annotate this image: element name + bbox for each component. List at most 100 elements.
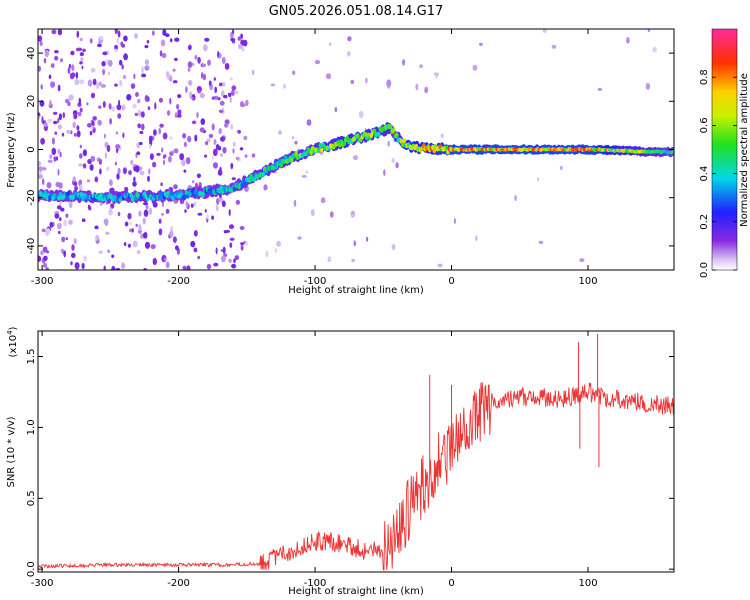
spectrogram-noise-blob xyxy=(347,36,352,42)
spectrogram-noise-blob xyxy=(142,232,148,239)
spectrogram-noise-blob xyxy=(51,29,57,35)
spectrogram-noise-blob xyxy=(145,205,149,210)
spectrogram-noise-blob xyxy=(117,211,121,217)
spectrogram-noise-blob xyxy=(100,202,103,206)
spectrogram-noise-blob xyxy=(61,236,66,243)
spectrogram-noise-blob xyxy=(92,116,97,121)
spectrogram-noise-blob xyxy=(243,135,248,141)
spectrogram-noise-blob xyxy=(81,262,85,270)
spectrogram-ridge-cell xyxy=(372,128,377,134)
spectrogram-noise-blob xyxy=(90,92,96,99)
spectrogram-noise-blob xyxy=(70,261,73,266)
spectrogram-noise-blob xyxy=(79,61,83,65)
spectrogram-noise-blob xyxy=(435,72,438,79)
spectrogram-noise-blob xyxy=(223,230,228,234)
spectrogram-noise-blob xyxy=(38,166,43,172)
spectrogram-noise-blob xyxy=(148,207,153,215)
spectrogram-noise-blob xyxy=(42,178,45,186)
spectrogram-x-tick-label: -100 xyxy=(304,276,327,287)
spectrogram-noise-blob xyxy=(187,135,192,143)
spectrogram-noise-blob xyxy=(169,136,173,140)
spectrogram-noise-blob xyxy=(350,79,355,84)
spectrogram-noise-blob xyxy=(219,100,225,106)
snr-x-tick-label: -100 xyxy=(304,578,327,589)
spectrogram-noise-blob xyxy=(206,263,212,270)
spectrogram-noise-blob xyxy=(135,223,138,227)
spectrogram-noise-blob xyxy=(320,197,326,204)
spectrogram-noise-blob xyxy=(626,37,630,44)
spectrogram-noise-blob xyxy=(59,151,62,158)
spectrogram-noise-blob xyxy=(139,170,145,176)
spectrogram-noise-blob xyxy=(60,58,63,63)
spectrogram-noise-blob xyxy=(222,147,227,154)
spectrogram-noise-blob xyxy=(151,30,155,36)
spectrogram-noise-blob xyxy=(652,46,657,53)
spectrogram-ridge-cell xyxy=(402,138,407,144)
spectrogram-noise-blob xyxy=(52,222,55,227)
spectrogram-noise-blob xyxy=(475,235,478,242)
spectrogram-noise-blob xyxy=(94,176,99,183)
spectrogram-noise-blob xyxy=(193,247,198,253)
spectrogram-noise-blob xyxy=(108,59,113,67)
spectrogram-noise-blob xyxy=(124,186,129,192)
spectrogram-noise-blob xyxy=(538,240,544,245)
spectrogram-noise-blob xyxy=(276,240,281,247)
spectrogram-noise-blob xyxy=(214,95,219,100)
spectrogram-noise-blob xyxy=(162,29,167,36)
spectrogram-noise-blob xyxy=(89,131,93,136)
spectrogram-noise-blob xyxy=(39,41,43,46)
spectrogram-noise-blob xyxy=(329,42,332,46)
spectrogram-noise-blob xyxy=(46,227,51,235)
spectrogram-ridge-cell xyxy=(444,145,449,151)
spectrogram-noise-blob xyxy=(187,79,193,86)
spectrogram-noise-blob xyxy=(229,242,233,248)
spectrogram-noise-blob xyxy=(297,236,302,240)
colorbar-tick-label: 0.6 xyxy=(699,117,710,133)
snr-y-tick-label: 1.5 xyxy=(26,349,37,365)
spectrogram-noise-blob xyxy=(87,158,92,165)
spectrogram-noise-blob xyxy=(40,84,43,90)
spectrogram-noise-blob xyxy=(222,82,226,87)
spectrogram-noise-blob xyxy=(352,155,359,161)
spectrogram-noise-blob xyxy=(314,59,321,65)
spectrogram-noise-blob xyxy=(104,152,107,160)
spectrogram-noise-blob xyxy=(152,161,157,168)
spectrogram-noise-blob xyxy=(542,29,547,33)
spectrogram-noise-blob xyxy=(165,208,170,214)
spectrogram-noise-blob xyxy=(109,179,113,187)
spectrogram-noise-blob xyxy=(161,147,164,153)
spectrogram-noise-blob xyxy=(105,59,109,65)
spectrogram-noise-blob xyxy=(107,71,110,76)
spectrogram-x-tick-label: -300 xyxy=(31,276,54,287)
spectrogram-noise-blob xyxy=(176,103,180,110)
spectrogram-noise-blob xyxy=(170,226,174,232)
spectrogram-noise-blob xyxy=(83,255,87,262)
spectrogram-noise-blob xyxy=(57,84,61,92)
spectrogram-noise-blob xyxy=(45,267,49,270)
spectrogram-noise-blob xyxy=(325,73,332,80)
spectrogram-noise-blob xyxy=(135,92,139,97)
spectrogram-noise-blob xyxy=(241,46,245,52)
spectrogram-noise-blob xyxy=(98,81,102,86)
spectrogram-ridge-cell xyxy=(66,191,70,197)
spectrogram-noise-blob xyxy=(190,240,196,248)
spectrogram-noise-blob xyxy=(117,40,120,44)
spectrogram-noise-blob xyxy=(38,161,42,166)
spectrogram-noise-blob xyxy=(47,159,53,163)
spectrogram-noise-blob xyxy=(232,142,236,147)
spectrogram-noise-blob xyxy=(173,148,179,154)
spectrogram-noise-blob xyxy=(122,74,127,80)
snr-scale-suffix: ) xyxy=(8,326,19,330)
spectrogram-noise-blob xyxy=(221,200,226,208)
figure-title: GN05.2026.051.08.14.G17 xyxy=(269,4,444,19)
spectrogram-noise-blob xyxy=(647,29,651,33)
spectrogram-ridge-cell xyxy=(157,195,162,201)
spectrogram-noise-blob xyxy=(597,88,603,91)
spectrogram-noise-blob xyxy=(65,237,68,241)
spectrogram-noise-blob xyxy=(67,67,71,74)
spectrogram-noise-blob xyxy=(228,258,232,263)
colorbar-tick-label: 0.0 xyxy=(699,262,710,278)
spectrogram-noise-blob xyxy=(128,170,132,176)
spectrogram-noise-blob xyxy=(395,162,399,169)
spectrogram-y-tick-label: -20 xyxy=(26,190,37,206)
